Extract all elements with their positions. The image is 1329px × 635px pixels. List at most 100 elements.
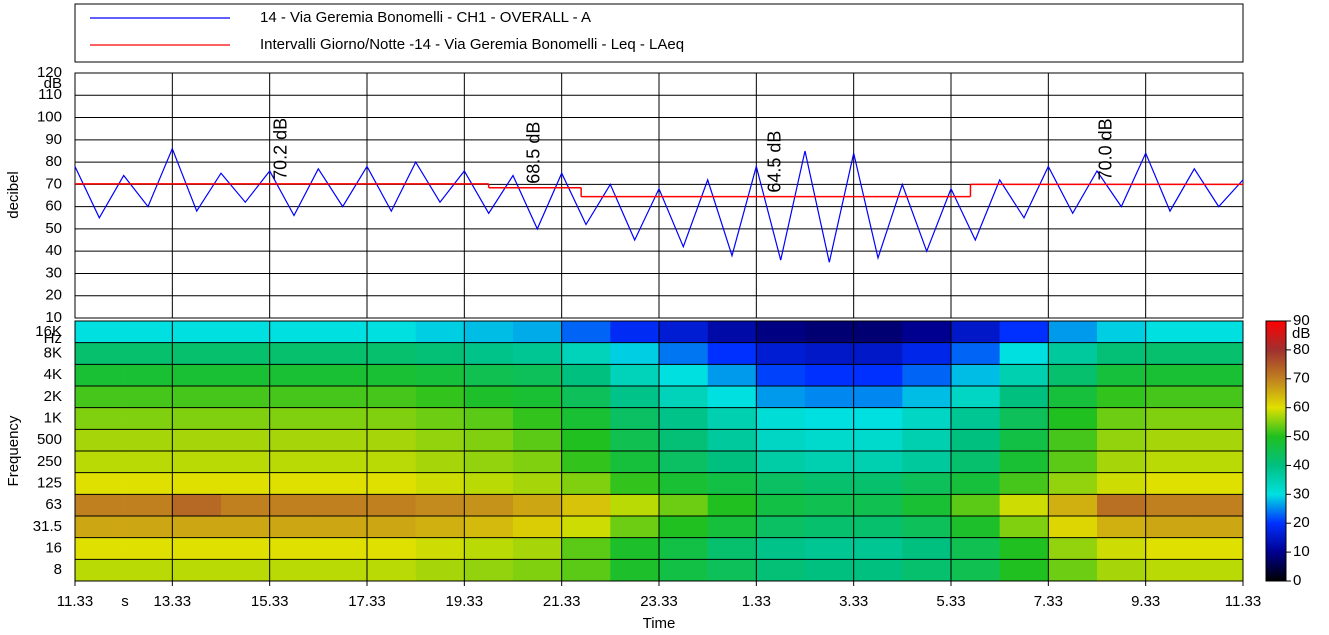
heatmap-cell bbox=[513, 537, 562, 560]
heatmap-cell bbox=[1048, 472, 1098, 495]
y-tick-label: 1K bbox=[44, 409, 62, 426]
heatmap-cell bbox=[1194, 429, 1244, 452]
heatmap-cell bbox=[367, 494, 416, 517]
y-tick-label: 16K bbox=[35, 323, 62, 340]
heatmap-cell bbox=[75, 516, 124, 538]
heatmap-cell bbox=[561, 429, 611, 452]
heatmap-cell bbox=[269, 407, 319, 430]
heatmap-cell bbox=[221, 429, 270, 452]
heatmap-cell bbox=[1048, 429, 1098, 452]
heatmap-cell bbox=[1145, 364, 1195, 387]
heatmap-cell bbox=[561, 386, 611, 408]
heatmap-cell bbox=[659, 342, 708, 365]
heatmap-cell bbox=[902, 386, 952, 408]
heatmap-cell bbox=[318, 429, 368, 452]
heatmap-cell bbox=[1145, 472, 1195, 495]
heatmap-cell bbox=[902, 321, 952, 343]
heatmap-cell bbox=[318, 537, 368, 560]
legend-label: 14 - Via Geremia Bonomelli - CH1 - OVERA… bbox=[260, 9, 591, 26]
heatmap-cell bbox=[464, 364, 514, 387]
heatmap-cell bbox=[513, 342, 562, 365]
heatmap-cell bbox=[513, 516, 562, 538]
heatmap-cell bbox=[1194, 321, 1244, 343]
heatmap-cell bbox=[659, 429, 708, 452]
heatmap-cell bbox=[1048, 386, 1098, 408]
heatmap-cell bbox=[853, 364, 903, 387]
heatmap-cell bbox=[707, 407, 757, 430]
heatmap-cell bbox=[123, 472, 173, 495]
y-tick-label: 8K bbox=[44, 344, 62, 361]
heatmap-cell bbox=[513, 472, 562, 495]
heatmap-cell bbox=[367, 537, 416, 560]
heatmap-cell bbox=[1048, 451, 1098, 473]
heatmap-cell bbox=[707, 386, 757, 408]
heatmap-cell bbox=[1048, 321, 1098, 343]
heatmap-cell bbox=[951, 386, 1000, 408]
heatmap-cell bbox=[659, 537, 708, 560]
heatmap-cell bbox=[1097, 451, 1146, 473]
heatmap-cell bbox=[464, 537, 514, 560]
heatmap-cell bbox=[951, 494, 1000, 517]
heatmap-cell bbox=[999, 342, 1049, 365]
heatmap-cell bbox=[269, 342, 319, 365]
heatmap-cell bbox=[123, 516, 173, 538]
heatmap-cell bbox=[1194, 342, 1244, 365]
heatmap-cell bbox=[269, 516, 319, 538]
heatmap-cell bbox=[610, 386, 660, 408]
heatmap-cell bbox=[1048, 407, 1098, 430]
heatmap-cell bbox=[221, 537, 270, 560]
heatmap-cell bbox=[756, 559, 806, 582]
heatmap-cell bbox=[610, 451, 660, 473]
heatmap-cell bbox=[75, 386, 124, 408]
heatmap-cell bbox=[513, 429, 562, 452]
y-tick-label: 10 bbox=[45, 309, 62, 326]
y-tick-label: 40 bbox=[45, 242, 62, 259]
heatmap-cell bbox=[756, 472, 806, 495]
heatmap-cell bbox=[1145, 516, 1195, 538]
heatmap-cell bbox=[513, 451, 562, 473]
value-label: 70.2 dB bbox=[271, 118, 291, 180]
legend-label: Intervalli Giorno/Notte -14 - Via Geremi… bbox=[260, 36, 684, 53]
heatmap-cell bbox=[1097, 537, 1146, 560]
colorbar-tick-label: 30 bbox=[1293, 485, 1310, 502]
heatmap-cell bbox=[123, 559, 173, 582]
heatmap-cell bbox=[415, 321, 465, 343]
heatmap-cell bbox=[999, 451, 1049, 473]
heatmap-cell bbox=[318, 472, 368, 495]
x-tick-label: 11.33 bbox=[57, 593, 93, 610]
heatmap-cell bbox=[123, 386, 173, 408]
y-tick-label: 125 bbox=[37, 474, 62, 491]
y-unit: Hz bbox=[44, 330, 62, 347]
heatmap-cell bbox=[659, 494, 708, 517]
heatmap-cell bbox=[123, 429, 173, 452]
heatmap-cell bbox=[464, 429, 514, 452]
heatmap-cell bbox=[902, 472, 952, 495]
heatmap-cell bbox=[318, 364, 368, 387]
x-axis-title: Time bbox=[643, 615, 676, 632]
heatmap-cell bbox=[610, 516, 660, 538]
colorbar bbox=[1265, 320, 1287, 582]
heatmap-cell bbox=[269, 494, 319, 517]
value-label: 68.5 dB bbox=[524, 122, 544, 184]
heatmap-cell bbox=[172, 494, 222, 517]
heatmap-cell bbox=[853, 386, 903, 408]
heatmap-cell bbox=[513, 407, 562, 430]
heatmap-cell bbox=[853, 494, 903, 517]
heatmap-cell bbox=[561, 559, 611, 582]
colorbar-tick-label: 10 bbox=[1293, 543, 1310, 560]
heatmap-cell bbox=[756, 364, 806, 387]
y-tick-label: 250 bbox=[37, 453, 62, 470]
x-tick-label: 19.33 bbox=[446, 593, 484, 610]
y-tick-label: 20 bbox=[45, 287, 62, 304]
heatmap-cell bbox=[610, 407, 660, 430]
y-tick-label: 2K bbox=[44, 388, 62, 405]
heatmap-cell bbox=[902, 559, 952, 582]
heatmap-cell bbox=[561, 342, 611, 365]
heatmap-cell bbox=[756, 429, 806, 452]
heatmap-cell bbox=[513, 364, 562, 387]
heatmap-cell bbox=[75, 429, 124, 452]
heatmap-cell bbox=[561, 537, 611, 560]
heatmap-cell bbox=[805, 429, 854, 452]
heatmap-cell bbox=[172, 537, 222, 560]
heatmap-cell bbox=[1097, 407, 1146, 430]
